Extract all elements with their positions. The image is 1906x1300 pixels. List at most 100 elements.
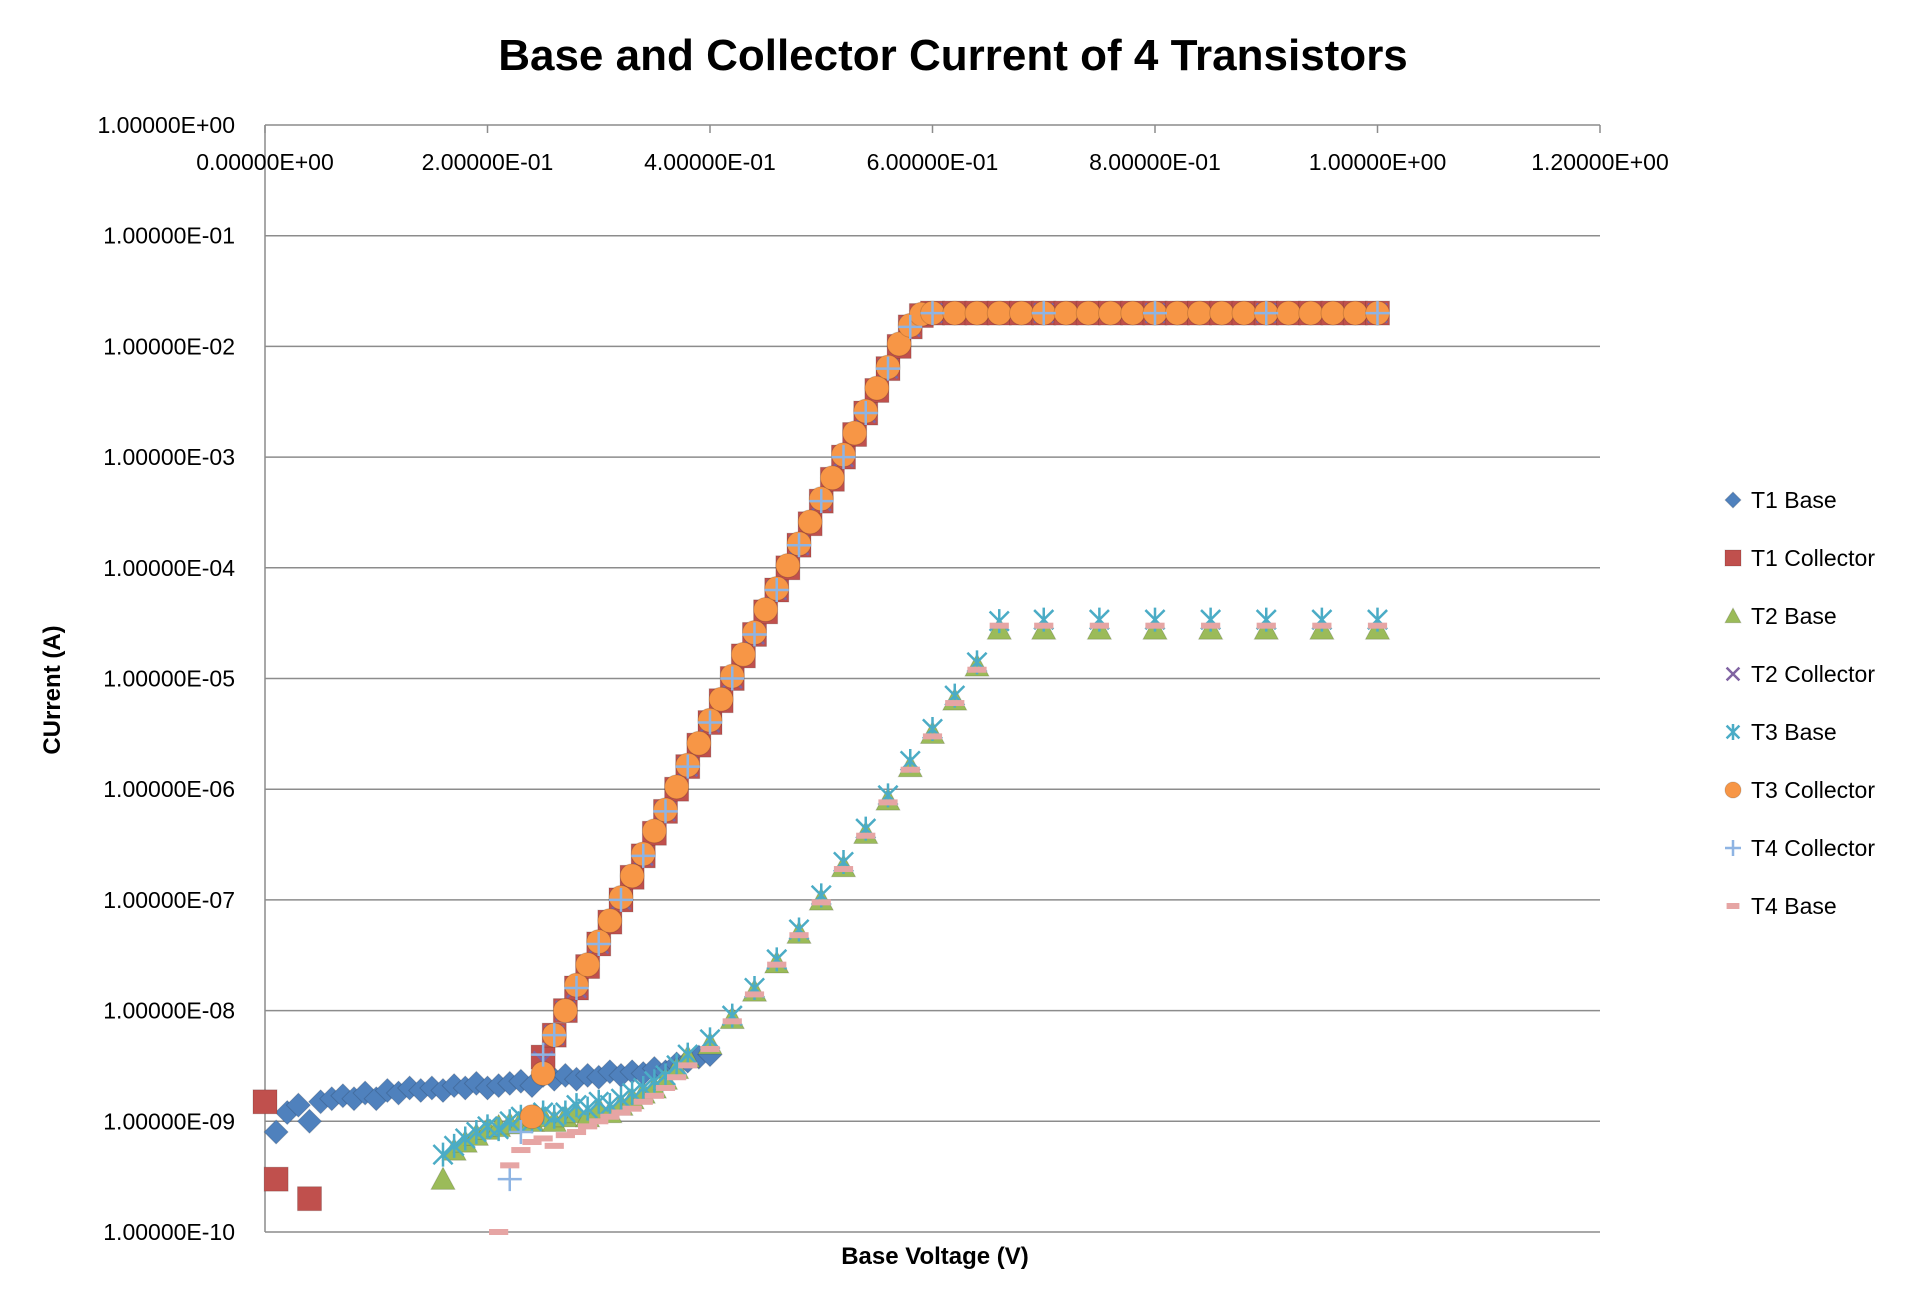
data-point	[797, 509, 823, 535]
data-point	[610, 1086, 632, 1111]
data-point	[766, 947, 788, 972]
data-point	[1075, 300, 1101, 326]
x-tick-label: 1.20000E+00	[1531, 149, 1669, 175]
y-tick-label: 1.00000E-10	[103, 1219, 235, 1245]
x-tick-label: 2.00000E-01	[422, 149, 554, 175]
y-tick-label: 1.00000E-04	[103, 555, 235, 581]
y-tick-label: 1.00000E-03	[103, 444, 235, 470]
data-point	[465, 1120, 487, 1145]
y-tick-labels: 1.00000E+00 1.00000E-01 1.00000E-02 1.00000…	[98, 112, 236, 1245]
data-point	[263, 1119, 289, 1145]
data-point	[1120, 300, 1146, 326]
legend-label: T3 Base	[1751, 719, 1837, 745]
data-point	[988, 609, 1010, 634]
data-point	[898, 314, 923, 339]
y-tick-label: 1.00000E-06	[103, 776, 235, 802]
data-point	[1187, 300, 1212, 326]
series-t4-collector	[497, 301, 1390, 1192]
data-point	[811, 899, 831, 906]
data-point	[686, 730, 712, 756]
gridlines	[264, 124, 1601, 1233]
data-point	[1342, 300, 1368, 326]
legend-item: T1 Base	[1724, 487, 1837, 513]
data-point	[432, 1142, 454, 1167]
data-point	[1725, 840, 1741, 856]
legend-label: T3 Collector	[1751, 777, 1875, 803]
data-point	[1053, 300, 1079, 326]
legend-item: T4 Base	[1726, 893, 1837, 919]
data-point	[566, 1129, 587, 1136]
data-point	[1724, 491, 1742, 509]
data-point	[533, 1135, 553, 1142]
data-point	[575, 952, 601, 978]
data-point	[1209, 300, 1235, 326]
data-point	[586, 931, 611, 956]
data-point	[864, 375, 890, 401]
data-point	[1201, 622, 1221, 629]
data-point	[554, 1100, 576, 1125]
data-point	[922, 733, 943, 740]
data-point	[1725, 666, 1741, 682]
data-point	[876, 356, 900, 381]
data-point	[297, 1186, 322, 1212]
data-point	[1726, 903, 1740, 909]
data-point	[787, 533, 811, 558]
data-point	[1164, 300, 1190, 326]
data-point	[252, 1089, 278, 1115]
data-point	[611, 1109, 631, 1116]
data-point	[967, 666, 987, 673]
data-point	[730, 641, 756, 667]
data-point	[263, 1166, 289, 1192]
data-point	[886, 331, 912, 357]
plot-area	[252, 300, 1391, 1235]
y-tick-label: 1.00000E-08	[103, 998, 235, 1024]
data-point	[775, 552, 801, 578]
data-point	[511, 1147, 531, 1154]
data-point	[578, 1123, 598, 1130]
data-point	[552, 998, 578, 1024]
data-point	[831, 445, 856, 470]
x-tick-label: 8.00000E-01	[1089, 149, 1221, 175]
y-axis-label: CUrrent (A)	[39, 625, 66, 754]
data-point	[1145, 622, 1165, 629]
series-t2-collector	[532, 302, 1388, 1072]
y-tick-label: 1.00000E-02	[103, 333, 235, 359]
data-point	[878, 799, 898, 806]
data-point	[989, 622, 1009, 629]
data-point	[819, 465, 845, 491]
x-tick-label: 0.00000E+00	[196, 149, 334, 175]
data-point	[600, 1113, 620, 1120]
data-point	[900, 766, 920, 773]
data-point	[285, 1092, 312, 1118]
data-point	[708, 686, 734, 712]
data-point	[1031, 301, 1056, 326]
data-point	[296, 1108, 323, 1135]
chart-title: Base and Collector Current of 4 Transist…	[498, 31, 1408, 80]
y-tick-label: 1.00000E-07	[103, 887, 235, 913]
y-tick-label: 1.00000E-01	[103, 223, 235, 249]
legend-item: T3 Base	[1725, 719, 1837, 745]
data-point	[764, 578, 789, 603]
legend-label: T2 Base	[1751, 603, 1837, 629]
y-tick-label: 1.00000E-05	[103, 666, 235, 692]
data-point	[1143, 301, 1167, 326]
data-point	[842, 420, 868, 446]
data-point	[500, 1162, 520, 1169]
data-point	[1276, 300, 1301, 326]
data-point	[641, 818, 667, 844]
data-point	[589, 1118, 609, 1125]
data-point	[577, 1096, 599, 1121]
legend-label: T1 Base	[1751, 487, 1837, 513]
x-tick-label: 1.00000E+00	[1309, 149, 1447, 175]
data-point	[1724, 781, 1742, 799]
legend: T1 Base T1 Collector T2 Base T2 Collector T3…	[1724, 487, 1875, 919]
data-point	[555, 1132, 575, 1139]
data-point	[1034, 622, 1054, 629]
data-point	[698, 710, 722, 735]
legend-label: T1 Collector	[1751, 545, 1875, 571]
data-point	[1320, 300, 1346, 326]
data-point	[1725, 724, 1741, 740]
data-point	[742, 622, 767, 647]
legend-item: T4 Collector	[1725, 835, 1875, 861]
data-point	[700, 1045, 720, 1052]
